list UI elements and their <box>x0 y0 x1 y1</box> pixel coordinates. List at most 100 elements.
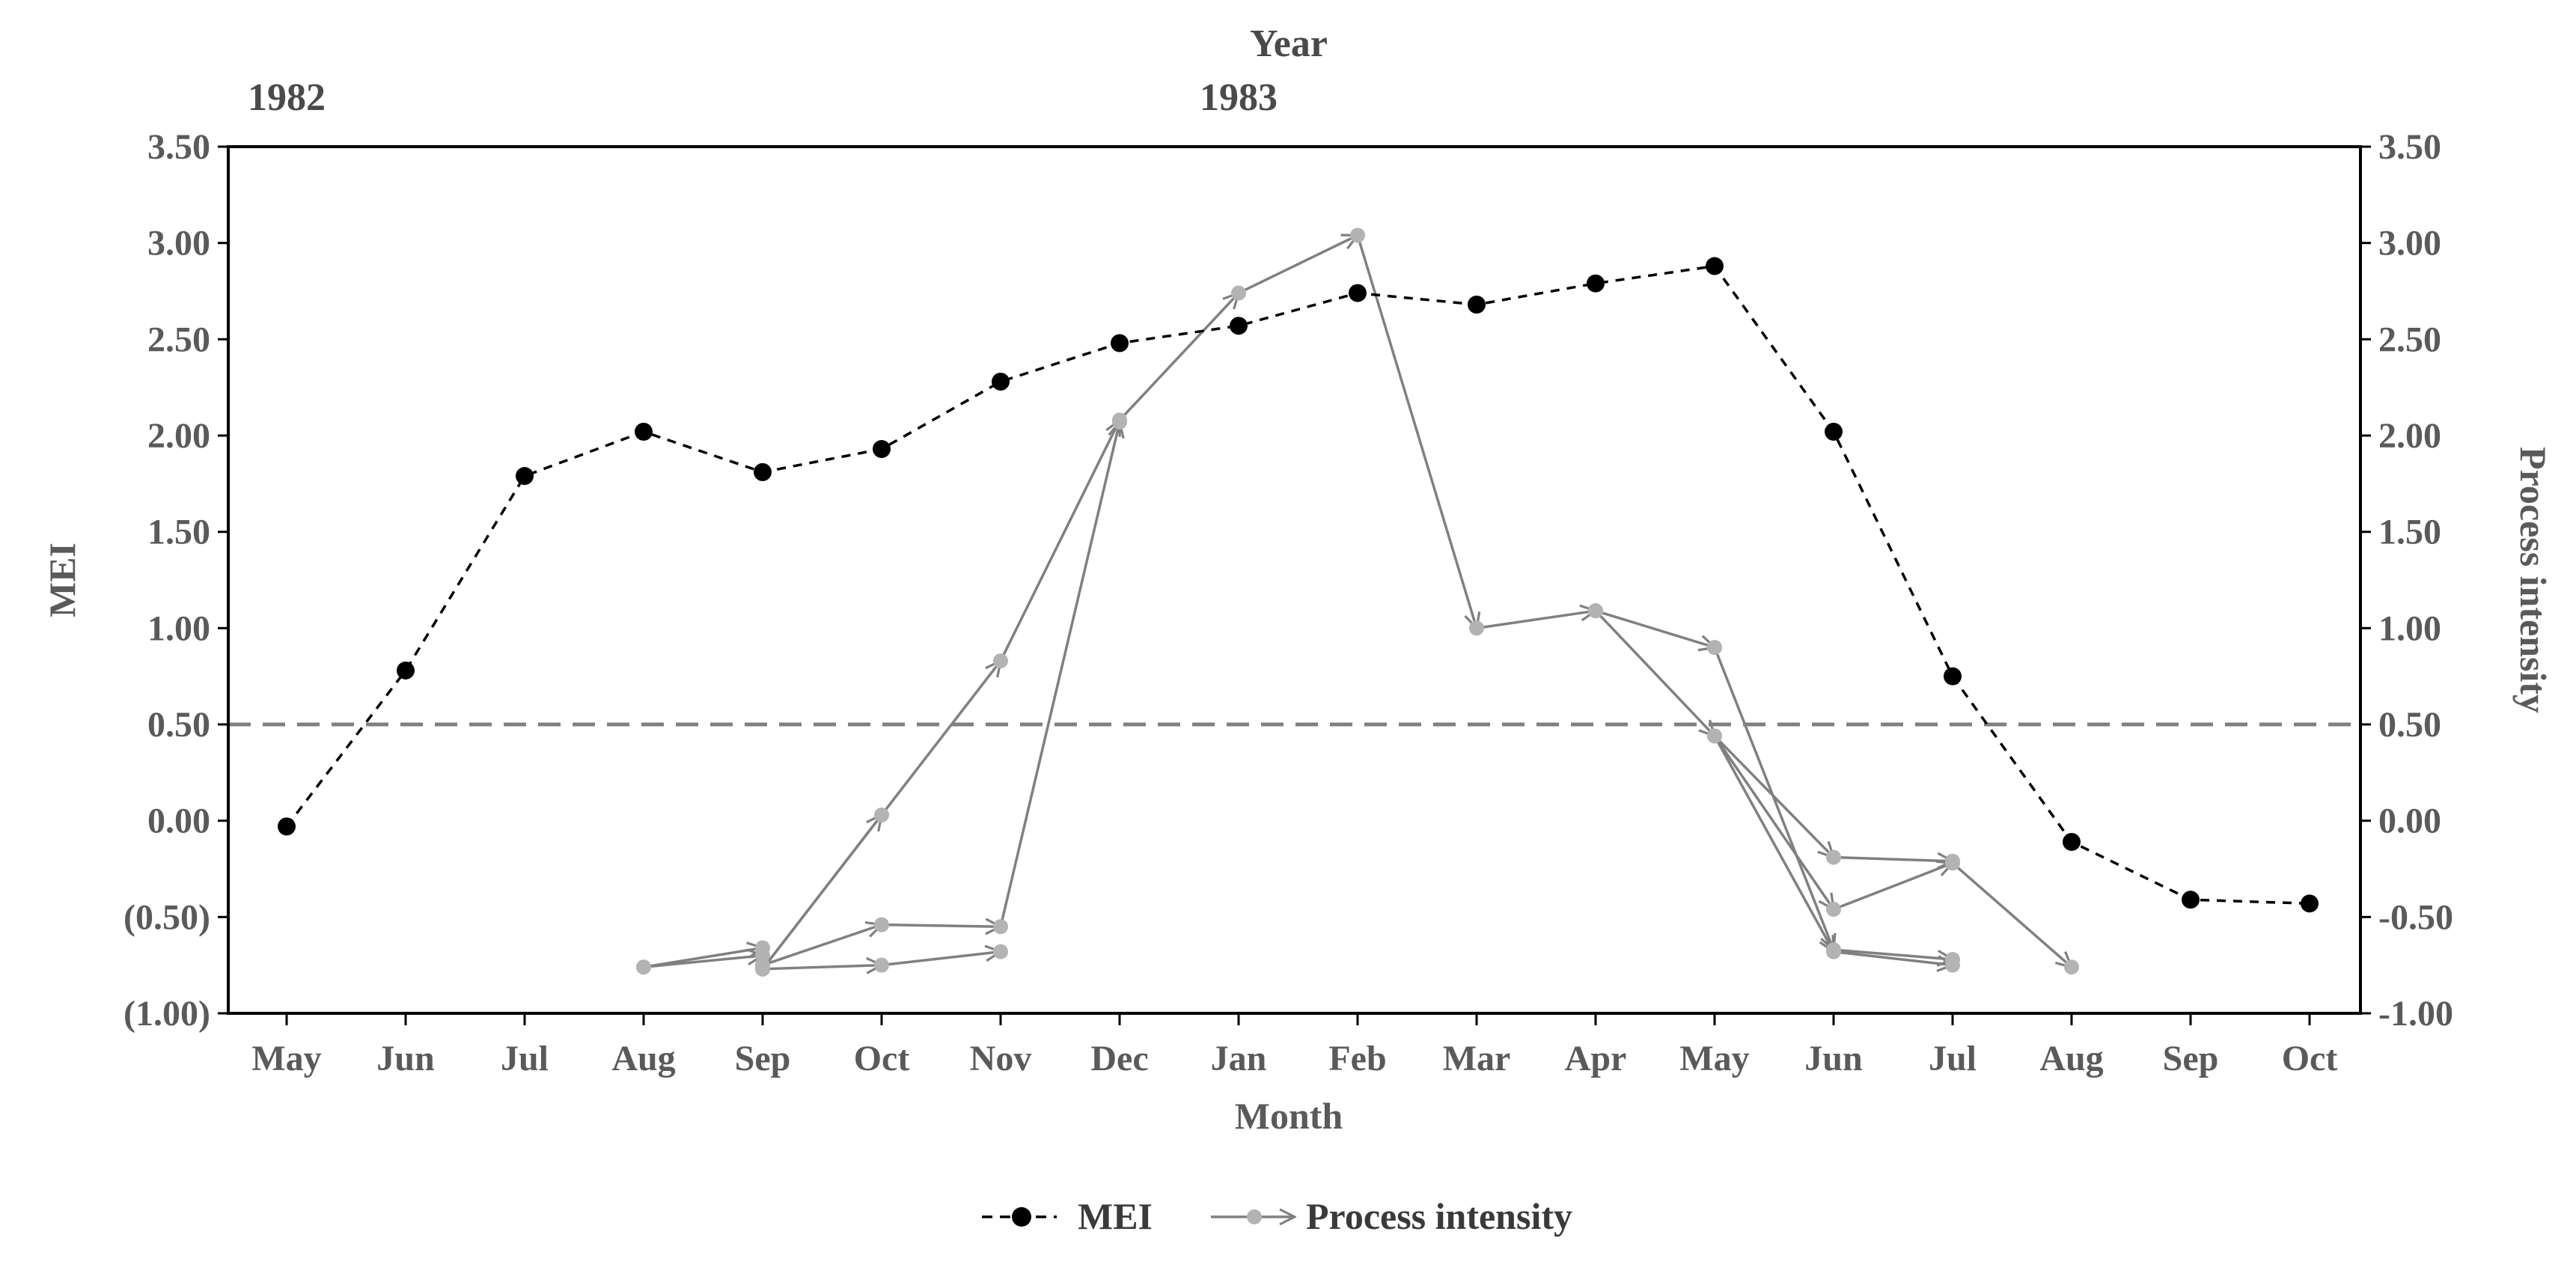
x-axis: May Jun Jul Aug Sep Oct Nov Dec Jan Feb Mar Apr May J… <box>251 1013 2337 1078</box>
y-tick-label-right: 1.50 <box>2378 513 2441 552</box>
mei-point <box>754 462 772 481</box>
legend-process-label: Process intensity <box>1306 1195 1572 1237</box>
process-intensity-point <box>874 957 889 973</box>
process-intensity-arrow <box>1713 735 1834 909</box>
y-tick-label-left: 0.50 <box>147 705 210 745</box>
mei-point <box>1230 317 1248 335</box>
y-tick-label-left: 2.50 <box>147 320 210 359</box>
x-tick-label: Oct <box>2282 1039 2338 1078</box>
mei-point <box>1349 284 1367 302</box>
mei-point <box>1944 667 1962 686</box>
process-intensity-arrow <box>1356 234 1477 628</box>
process-intensity-arrow <box>1833 948 1953 959</box>
y-tick-label-left: 1.50 <box>147 513 210 552</box>
process-intensity-point <box>993 919 1008 935</box>
y-tick-label-right: 3.00 <box>2378 224 2441 263</box>
mei-point <box>1706 257 1724 275</box>
y-tick-label-left: (0.50) <box>123 897 210 937</box>
x-tick-label: Jun <box>1804 1039 1862 1078</box>
process-intensity-point <box>755 961 770 977</box>
process-intensity-arrow <box>1713 735 1834 951</box>
top-axis-title: Year <box>1250 22 1328 65</box>
process-intensity-arrow <box>1833 863 1953 911</box>
mei-point <box>1468 296 1486 314</box>
mei-point <box>1111 334 1129 352</box>
mei-point <box>2301 894 2319 913</box>
mei-point <box>2182 891 2200 909</box>
mei-point <box>1587 274 1605 293</box>
mei-point <box>278 817 296 836</box>
process-intensity-point <box>874 807 889 822</box>
x-tick-label: Aug <box>2039 1039 2103 1078</box>
process-intensity-point <box>993 653 1008 669</box>
x-tick-label: Sep <box>2163 1039 2219 1078</box>
x-tick-label: Nov <box>970 1039 1032 1078</box>
process-intensity-arrow <box>999 420 1120 662</box>
y-tick-label-right: 2.00 <box>2378 416 2441 456</box>
process-intensity-arrow <box>643 956 763 968</box>
legend-mei-dot <box>1012 1207 1031 1227</box>
y-tick-label-right: 0.00 <box>2378 802 2441 841</box>
y-tick-label-right: 1.00 <box>2378 608 2441 648</box>
process-intensity-arrow <box>1595 609 1715 647</box>
year-label: 1982 <box>248 76 326 119</box>
process-intensity-arrow <box>1594 609 1715 736</box>
y-tick-label-right: -0.50 <box>2378 897 2453 937</box>
x-axis-title: Month <box>1235 1095 1343 1137</box>
legend-item-mei: MEI <box>982 1195 1153 1237</box>
right-y-axis: -1.00 -0.50 0.00 0.50 1.00 1.50 2.00 2.50 3.00 3.… <box>2360 127 2453 1034</box>
process-intensity-layer <box>636 228 2079 977</box>
year-label: 1983 <box>1200 76 1278 119</box>
left-y-axis-title: MEI <box>41 543 83 617</box>
process-intensity-point <box>2064 959 2079 975</box>
x-tick-label: Jul <box>1929 1039 1977 1078</box>
process-intensity-arrow <box>762 925 882 967</box>
x-tick-label: May <box>1679 1039 1749 1078</box>
process-intensity-point <box>1826 849 1841 865</box>
legend-mei-label: MEI <box>1078 1195 1153 1237</box>
legend-process-dot <box>1247 1209 1262 1224</box>
mei-point <box>873 440 891 459</box>
process-intensity-point <box>1350 228 1365 243</box>
process-intensity-point <box>1945 957 1960 973</box>
process-intensity-point <box>1707 728 1722 744</box>
y-tick-label-right: 2.50 <box>2378 320 2441 359</box>
process-intensity-arrow <box>1238 235 1358 295</box>
mei-point <box>516 467 534 486</box>
process-intensity-arrow <box>1951 861 2072 967</box>
x-tick-label: Jul <box>501 1039 549 1078</box>
process-intensity-point <box>636 959 651 975</box>
x-tick-label: Oct <box>854 1039 910 1078</box>
process-intensity-arrow <box>881 952 1001 967</box>
legend-item-process-intensity: Process intensity <box>1211 1195 1572 1237</box>
mei-point <box>2063 832 2081 851</box>
x-tick-label: Aug <box>611 1039 675 1078</box>
y-tick-label-left: (1.00) <box>123 994 210 1034</box>
x-tick-label: Jan <box>1211 1039 1267 1078</box>
process-intensity-point <box>1707 640 1722 656</box>
process-intensity-point <box>874 917 889 932</box>
legend: MEI Process intensity <box>982 1195 1572 1237</box>
x-tick-label: Mar <box>1443 1039 1511 1078</box>
process-intensity-arrow <box>881 925 1001 927</box>
x-tick-label: Jun <box>376 1039 434 1078</box>
mei-point <box>1825 422 1843 441</box>
year-labels: 1982 1983 <box>248 76 1278 119</box>
process-intensity-point <box>1231 285 1246 301</box>
x-tick-label: Feb <box>1328 1039 1386 1078</box>
left-y-axis: (1.00) (0.50) 0.00 0.50 1.00 1.50 2.00 2.50 3.00… <box>123 127 228 1034</box>
plot-frame <box>227 145 2362 1015</box>
y-tick-label-left: 2.00 <box>147 416 210 456</box>
y-tick-label-right: 3.50 <box>2378 127 2441 167</box>
y-tick-label-left: 1.00 <box>147 608 210 648</box>
process-intensity-arrow <box>1833 950 1953 965</box>
y-tick-label-left: 3.50 <box>147 127 210 167</box>
process-intensity-point <box>1112 412 1127 428</box>
process-intensity-arrow <box>999 422 1120 927</box>
right-y-axis-title: Process intensity <box>2512 447 2554 713</box>
x-tick-label: May <box>251 1039 321 1078</box>
mei-point <box>397 661 415 680</box>
process-intensity-arrow <box>1713 647 1834 950</box>
y-tick-label-left: 0.00 <box>147 802 210 841</box>
